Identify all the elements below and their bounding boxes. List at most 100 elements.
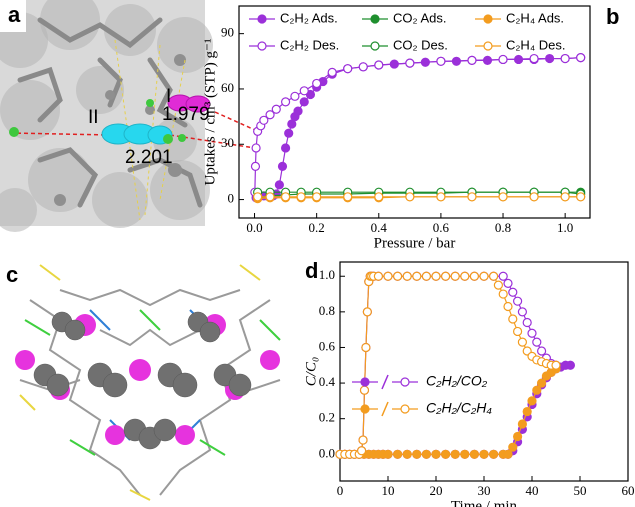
x-tick-label: 50 xyxy=(574,483,587,498)
panel-a-image: II I 1.979 2.201 xyxy=(0,0,256,232)
data-point xyxy=(358,435,368,445)
panel-c-image xyxy=(15,264,281,501)
annotation: I xyxy=(166,86,171,107)
legend-label: C₂H₂/C₂H₄ xyxy=(426,400,492,416)
x-axis-title: Pressure / bar xyxy=(374,235,456,251)
x-tick-label: 0 xyxy=(337,483,344,498)
data-point xyxy=(536,378,547,388)
y-tick-label: 1.0 xyxy=(319,267,335,282)
data-point xyxy=(517,307,528,317)
data-point xyxy=(393,271,403,281)
data-point xyxy=(508,442,518,452)
panel-label: b xyxy=(606,4,619,29)
y-tick-label: 0 xyxy=(228,191,235,206)
annotation: 1.979 xyxy=(162,104,210,125)
data-point xyxy=(412,271,422,281)
data-point xyxy=(503,301,513,312)
y-tick-label: 0.0 xyxy=(319,445,335,460)
panel-label: d xyxy=(305,258,318,283)
data-point xyxy=(517,419,528,429)
data-point xyxy=(357,446,367,456)
y-axis-title: Uptakes / cm³ (STP) g⁻¹ xyxy=(202,39,218,186)
data-point xyxy=(280,143,291,153)
data-point xyxy=(512,296,523,306)
data-point xyxy=(277,161,288,171)
x-tick-label: 10 xyxy=(382,483,395,498)
data-point xyxy=(498,289,508,299)
data-point xyxy=(405,192,415,202)
data-point xyxy=(503,449,513,459)
data-point xyxy=(421,271,431,281)
data-point xyxy=(529,53,539,64)
data-point xyxy=(522,406,532,417)
data-point xyxy=(493,280,503,290)
data-point xyxy=(431,449,441,459)
legend-label: CO₂ Des. xyxy=(393,37,448,52)
x-tick-label: 0.6 xyxy=(433,220,450,235)
data-point xyxy=(517,337,528,347)
data-point xyxy=(383,271,393,281)
data-point xyxy=(560,53,570,64)
data-point xyxy=(532,385,542,395)
data-point xyxy=(312,78,322,89)
data-point xyxy=(360,377,370,387)
series-line xyxy=(254,57,581,193)
data-point xyxy=(257,41,267,51)
x-tick-label: 40 xyxy=(526,483,539,498)
data-point xyxy=(265,110,275,120)
data-point xyxy=(312,192,322,202)
data-point xyxy=(257,14,267,24)
x-axis-title: Time / min xyxy=(451,498,518,507)
data-point xyxy=(503,278,513,288)
data-point xyxy=(374,192,384,202)
data-point xyxy=(498,271,508,281)
data-point xyxy=(421,449,431,459)
data-point xyxy=(412,449,422,459)
y-tick-label: 0.6 xyxy=(319,338,336,353)
data-point xyxy=(551,360,561,370)
data-point xyxy=(343,64,353,74)
y-tick-label: 90 xyxy=(221,25,234,40)
data-point xyxy=(441,271,451,281)
data-point xyxy=(400,377,410,387)
data-point xyxy=(498,54,508,65)
data-point xyxy=(299,97,309,107)
data-point xyxy=(450,449,460,459)
y-tick-label: 30 xyxy=(221,135,234,150)
data-point xyxy=(565,360,576,370)
data-point xyxy=(343,192,353,202)
data-point xyxy=(479,271,489,281)
y-tick-label: 0.2 xyxy=(319,410,335,425)
data-point xyxy=(400,404,410,414)
data-point xyxy=(265,192,275,202)
data-point xyxy=(431,271,441,281)
x-tick-label: 30 xyxy=(478,483,491,498)
data-point xyxy=(512,326,523,337)
data-point xyxy=(522,317,532,328)
data-point xyxy=(296,192,306,202)
data-point xyxy=(527,328,537,338)
data-point xyxy=(560,192,570,202)
legend-label: CO₂ Ads. xyxy=(393,10,446,25)
data-point xyxy=(405,58,415,68)
data-point xyxy=(536,346,547,356)
data-point xyxy=(460,449,470,459)
data-point xyxy=(359,385,370,395)
data-point xyxy=(483,14,493,24)
plot-frame xyxy=(238,5,591,219)
legend-separator xyxy=(381,401,389,417)
data-point xyxy=(529,192,539,202)
data-point xyxy=(467,55,477,65)
data-point xyxy=(271,104,281,114)
data-point xyxy=(253,192,263,202)
legend-label: C₂H₂ Ads. xyxy=(280,10,338,25)
data-point xyxy=(436,192,446,202)
y-tick-label: 60 xyxy=(221,80,234,95)
data-point xyxy=(280,192,291,202)
x-tick-label: 1.0 xyxy=(557,220,573,235)
y-tick-label: 0.8 xyxy=(319,303,335,318)
x-tick-label: 20 xyxy=(430,483,443,498)
panel-label: c xyxy=(6,262,18,287)
data-point xyxy=(489,449,499,459)
data-point xyxy=(532,337,542,347)
